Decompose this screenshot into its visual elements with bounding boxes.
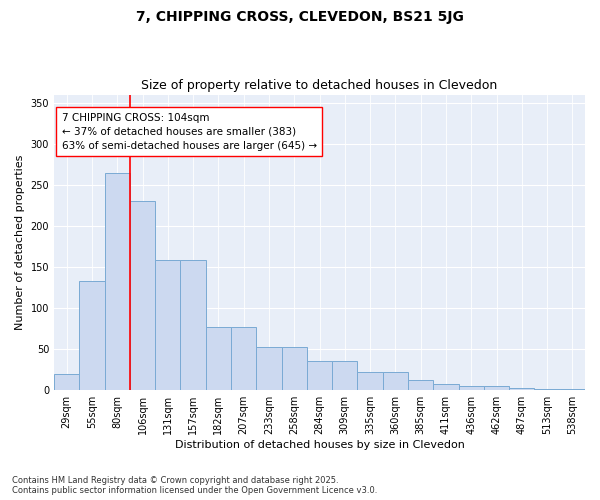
Text: 7, CHIPPING CROSS, CLEVEDON, BS21 5JG: 7, CHIPPING CROSS, CLEVEDON, BS21 5JG	[136, 10, 464, 24]
Bar	[256, 346, 281, 390]
Y-axis label: Number of detached properties: Number of detached properties	[15, 154, 25, 330]
Bar	[155, 260, 181, 390]
Text: Contains HM Land Registry data © Crown copyright and database right 2025.
Contai: Contains HM Land Registry data © Crown c…	[12, 476, 377, 495]
Text: 7 CHIPPING CROSS: 104sqm
← 37% of detached houses are smaller (383)
63% of semi-: 7 CHIPPING CROSS: 104sqm ← 37% of detach…	[62, 112, 317, 150]
Bar	[484, 386, 509, 390]
Bar	[281, 346, 307, 390]
Bar	[458, 386, 484, 390]
Bar	[206, 327, 231, 390]
X-axis label: Distribution of detached houses by size in Clevedon: Distribution of detached houses by size …	[175, 440, 464, 450]
Title: Size of property relative to detached houses in Clevedon: Size of property relative to detached ho…	[142, 79, 497, 92]
Bar	[509, 388, 535, 390]
Bar	[535, 388, 560, 390]
Bar	[104, 172, 130, 390]
Bar	[383, 372, 408, 390]
Bar	[358, 372, 383, 390]
Bar	[54, 374, 79, 390]
Bar	[433, 384, 458, 390]
Bar	[79, 281, 104, 390]
Bar	[181, 260, 206, 390]
Bar	[231, 327, 256, 390]
Bar	[307, 362, 332, 390]
Bar	[332, 362, 358, 390]
Bar	[130, 202, 155, 390]
Bar	[408, 380, 433, 390]
